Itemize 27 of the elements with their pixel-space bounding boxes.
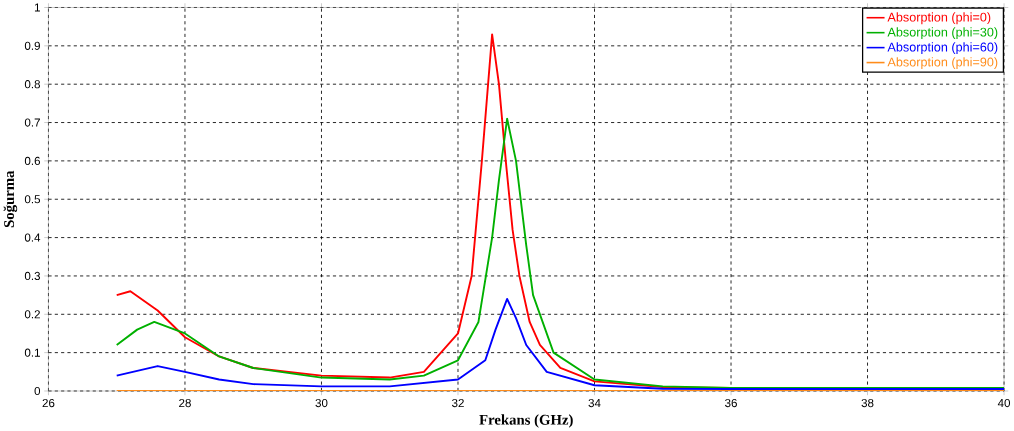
legend-label: Absorption (phi=90)	[887, 57, 998, 69]
y-tick-label: 0	[34, 386, 41, 395]
y-axis-title: Soğurma	[3, 170, 18, 228]
x-tick-label: 36	[725, 398, 737, 408]
y-tick-label: 0.1	[24, 348, 40, 357]
y-tick-label: 0.7	[24, 118, 40, 127]
y-tick-label: 0.4	[24, 233, 41, 242]
legend-label: Absorption (phi=60)	[887, 42, 998, 54]
y-tick-label: 0.2	[24, 310, 40, 319]
x-tick-label: 26	[42, 398, 55, 408]
x-tick-label: 28	[179, 398, 191, 408]
y-tick-label: 0.5	[24, 195, 41, 204]
y-tick-label: 0.8	[24, 79, 41, 89]
x-tick-label: 34	[588, 398, 601, 408]
x-tick-label: 38	[861, 398, 874, 408]
legend-label: Absorption (phi=0)	[887, 12, 991, 24]
y-tick-label: 1	[34, 3, 40, 12]
y-tick-label: 0.6	[24, 156, 41, 165]
x-tick-label: 40	[997, 398, 1011, 408]
line-series	[115, 117, 1005, 389]
x-tick-label: 32	[451, 398, 464, 408]
line-series	[115, 297, 1005, 390]
y-tick-label: 0.9	[24, 41, 40, 50]
y-tick-label: 0.3	[24, 271, 41, 280]
x-tick-label: 30	[315, 398, 328, 408]
x-axis-title: Frekans (GHz)	[479, 414, 573, 428]
legend-label: Absorption (phi=30)	[887, 27, 998, 39]
